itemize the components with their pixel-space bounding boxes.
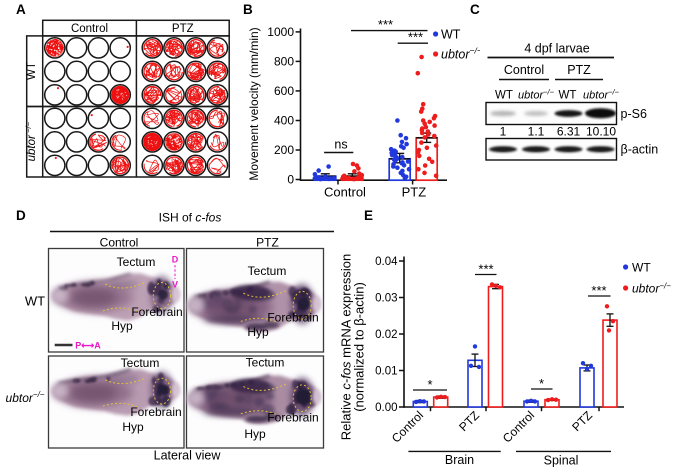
svg-text:p-S6: p-S6 [621, 107, 647, 121]
svg-text:β-actin: β-actin [621, 143, 659, 157]
svg-text:Spinal: Spinal [544, 454, 579, 468]
svg-text:Control: Control [100, 236, 139, 250]
svg-text:1000: 1000 [267, 25, 294, 39]
svg-text:0.01: 0.01 [375, 366, 397, 378]
svg-text:PTZ: PTZ [172, 23, 194, 35]
svg-text:***: *** [591, 283, 606, 298]
svg-text:ns: ns [334, 138, 347, 152]
svg-text:Forebrain: Forebrain [267, 411, 318, 425]
svg-text:Tectum: Tectum [117, 255, 156, 269]
svg-text:Control: Control [504, 63, 544, 77]
svg-text:***: *** [378, 17, 393, 32]
svg-text:0.03: 0.03 [375, 293, 397, 305]
svg-text:1.1: 1.1 [528, 125, 545, 139]
svg-text:Hyp: Hyp [247, 325, 269, 339]
svg-text:Hyp: Hyp [111, 319, 133, 333]
svg-text:Control: Control [500, 408, 537, 445]
svg-text:*: * [427, 377, 432, 392]
svg-text:400: 400 [274, 114, 294, 128]
svg-text:200: 200 [274, 143, 294, 157]
svg-text:D: D [172, 255, 179, 265]
svg-text:V: V [172, 280, 178, 290]
svg-text:ubtor−/−: ubtor−/− [441, 45, 480, 61]
svg-text:Hyp: Hyp [122, 420, 144, 434]
svg-text:***: *** [408, 30, 423, 45]
svg-text:Hyp: Hyp [244, 427, 266, 441]
svg-text:PTZ: PTZ [256, 236, 279, 250]
svg-text:P⟷A: P⟷A [75, 341, 101, 351]
svg-text:PTZ: PTZ [402, 185, 427, 200]
svg-text:800: 800 [274, 55, 294, 69]
svg-text:WT: WT [559, 90, 577, 102]
svg-text:Control: Control [324, 185, 366, 200]
svg-text:WT: WT [495, 90, 513, 102]
svg-text:ubtor−/−: ubtor−/− [632, 281, 671, 296]
svg-text:0.02: 0.02 [375, 329, 397, 341]
svg-text:0.04: 0.04 [375, 256, 398, 268]
svg-text:PTZ: PTZ [569, 408, 595, 434]
svg-text:0.00: 0.00 [375, 402, 397, 414]
svg-text:Control: Control [71, 23, 108, 35]
svg-text:600: 600 [274, 84, 294, 98]
svg-text:Tectum: Tectum [121, 356, 160, 370]
svg-text:WT: WT [26, 62, 38, 80]
svg-text:6.31: 6.31 [557, 125, 581, 139]
svg-text:1: 1 [500, 125, 507, 139]
svg-text:ISH of c-fos: ISH of c-fos [159, 211, 222, 225]
svg-text:Brain: Brain [445, 453, 474, 467]
svg-text:ubtor−/−: ubtor−/− [518, 87, 555, 102]
svg-text:4 dpf larvae: 4 dpf larvae [524, 42, 589, 56]
svg-text:Tectum: Tectum [248, 264, 287, 278]
svg-text:PTZ: PTZ [567, 63, 591, 77]
svg-text:WT: WT [441, 27, 461, 41]
svg-text:ubtor −/−: ubtor −/− [24, 121, 38, 161]
svg-text:PTZ: PTZ [456, 408, 482, 434]
svg-text:10.10: 10.10 [586, 125, 616, 139]
svg-text:***: *** [478, 262, 493, 277]
svg-text:Lateral view: Lateral view [154, 449, 222, 463]
svg-text:0: 0 [287, 173, 294, 187]
svg-text:Forebrain: Forebrain [267, 311, 318, 325]
svg-text:ubtor−/−: ubtor−/− [583, 87, 620, 102]
svg-text:Tectum: Tectum [246, 356, 285, 370]
svg-text:WT: WT [632, 260, 651, 274]
svg-text:Forebrain: Forebrain [131, 305, 182, 319]
svg-text:*: * [539, 376, 544, 391]
svg-text:Forebrain: Forebrain [130, 405, 181, 419]
